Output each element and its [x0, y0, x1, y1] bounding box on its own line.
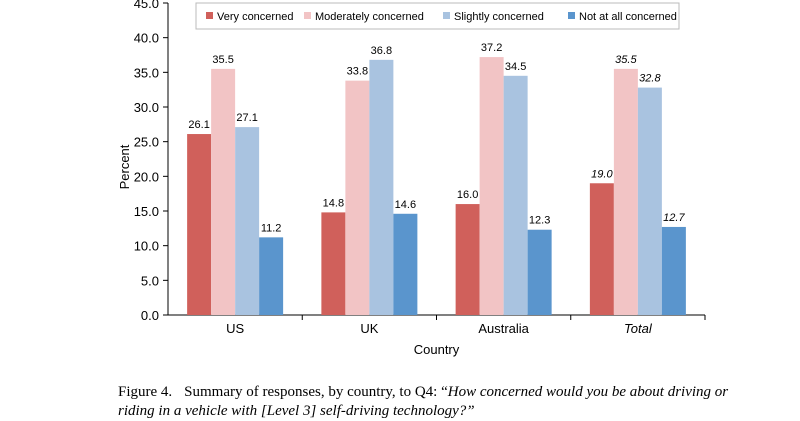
- bar: [455, 204, 480, 315]
- data-label: 36.8: [371, 45, 392, 57]
- data-label: 34.5: [505, 61, 526, 73]
- legend-swatch: [304, 12, 311, 19]
- data-label: 14.6: [395, 199, 416, 211]
- y-tick-label: 45.0: [134, 0, 159, 11]
- figure-caption: Figure 4. Summary of responses, by countr…: [118, 383, 758, 421]
- data-label: 12.7: [663, 212, 685, 224]
- bar: [235, 127, 260, 316]
- bar: [589, 183, 614, 315]
- legend-swatch: [568, 12, 575, 19]
- legend-swatch: [206, 12, 213, 19]
- caption-question: How concerned would you be about driving…: [118, 384, 729, 419]
- x-tick-label: Australia: [478, 321, 529, 336]
- chart: 0.0 5.0 10.0 15.0 20.0 25.0 30.0 35.0 40.0 45.0 Pe…: [117, 0, 706, 357]
- data-label: 27.1: [236, 112, 257, 124]
- bar-chart: 0.0 5.0 10.0 15.0 20.0 25.0 30.0 35.0 40.0 45.0 Pe…: [117, 0, 706, 357]
- y-tick-label: 20.0: [134, 169, 159, 184]
- data-label: 26.1: [188, 119, 209, 131]
- y-tick-label: 25.0: [134, 135, 159, 150]
- data-label: 37.2: [481, 42, 502, 54]
- data-label: 16.0: [457, 189, 478, 201]
- bar: [187, 134, 212, 315]
- bar: [259, 237, 284, 315]
- y-tick-label: 5.0: [141, 273, 159, 288]
- y-tick-label: 15.0: [134, 204, 159, 219]
- bar: [393, 213, 418, 315]
- caption-text: Summary of responses, by country, to Q4:…: [184, 384, 448, 400]
- bar: [211, 68, 236, 315]
- data-label: 33.8: [347, 66, 368, 78]
- bar: [613, 68, 638, 315]
- bar: [661, 226, 686, 315]
- bar: [479, 57, 504, 316]
- bar: [503, 75, 528, 315]
- legend-label: Slightly concerned: [454, 11, 544, 23]
- x-tick-label: UK: [360, 321, 378, 336]
- y-tick-label: 40.0: [134, 31, 159, 46]
- legend-swatch: [443, 12, 450, 19]
- bar: [345, 80, 370, 315]
- data-label: 19.0: [591, 168, 613, 180]
- bar: [321, 212, 346, 315]
- bar: [637, 87, 662, 315]
- data-label: 12.3: [529, 215, 550, 227]
- legend-label: Moderately concerned: [315, 11, 424, 23]
- data-label: 35.5: [615, 54, 637, 66]
- bar: [527, 229, 552, 315]
- figure-label: Figure 4.: [118, 384, 173, 400]
- y-tick-label: 10.0: [134, 239, 159, 254]
- caption-close-quote: ”: [466, 403, 475, 419]
- data-label: 11.2: [261, 222, 282, 234]
- data-label: 14.8: [323, 197, 344, 209]
- data-label: 35.5: [212, 54, 233, 66]
- x-tick-label: US: [226, 321, 244, 336]
- bar: [369, 59, 394, 315]
- y-tick-label: 0.0: [141, 308, 159, 323]
- y-tick-label: 35.0: [134, 65, 159, 80]
- legend-label: Very concerned: [217, 11, 293, 23]
- legend-box: [195, 2, 680, 30]
- y-axis-label: Percent: [117, 144, 132, 189]
- x-axis-label: Country: [414, 342, 460, 357]
- x-tick-label: Total: [624, 321, 653, 336]
- data-label: 32.8: [639, 73, 661, 85]
- y-tick-label: 30.0: [134, 100, 159, 115]
- legend-label: Not at all concerned: [579, 11, 677, 23]
